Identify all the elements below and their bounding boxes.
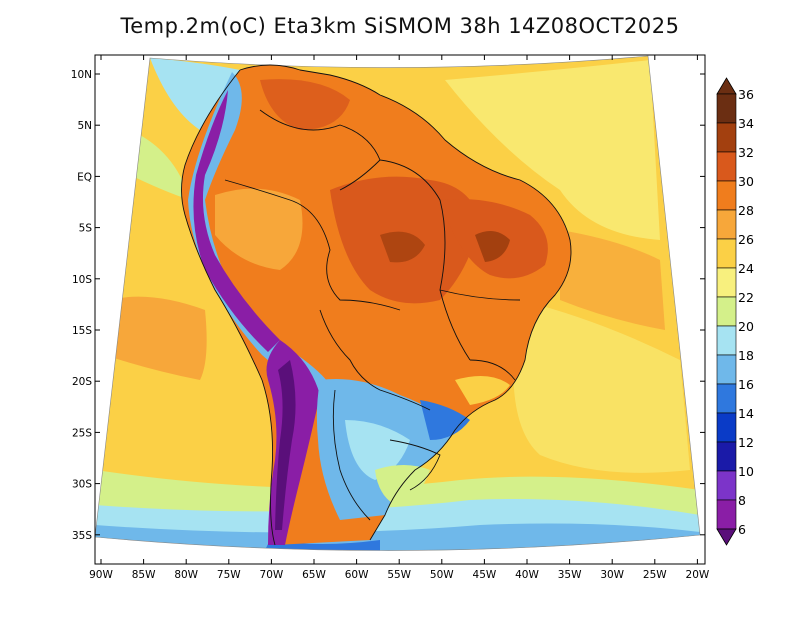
southeast-brazil-cool — [420, 400, 470, 440]
lat-tick-label: 20S — [72, 376, 92, 388]
lat-tick-label: 35S — [72, 530, 92, 542]
andes-cold-core — [193, 90, 280, 352]
lon-tick-label: 40W — [515, 569, 539, 581]
colorbar-label: 20 — [738, 319, 754, 334]
colorbar-label: 34 — [738, 116, 754, 131]
country-borders — [181, 64, 572, 546]
lon-tick-label: 45W — [473, 569, 497, 581]
lon-tick-label: 35W — [558, 569, 582, 581]
colorbar-label: 16 — [738, 377, 754, 392]
colorbar-segment — [716, 325, 737, 356]
brazil-state-border-3 — [469, 359, 516, 381]
longitude-axis: 90W 85W 80W 75W 70W 65W 60W 55W 50W 45W 40W 35W 30W 2… — [89, 55, 710, 581]
colorbar-segment — [716, 441, 737, 472]
temperature-field — [95, 56, 700, 551]
map-title: Temp.2m(oC) Eta3km SiSMOM 38h 14Z08OCT20… — [120, 14, 680, 38]
lon-tick-label: 55W — [387, 569, 411, 581]
colorbar-segment — [716, 209, 737, 240]
plot-frame — [94, 54, 706, 565]
lat-tick-label: 5N — [77, 120, 92, 132]
colorbar-label: 32 — [738, 145, 754, 160]
colorbar-segment — [716, 151, 737, 182]
pacific-orange-band — [105, 296, 207, 380]
lon-tick-label: 75W — [217, 569, 241, 581]
colorbar-segment — [716, 238, 737, 269]
lon-tick-label: 50W — [430, 569, 454, 581]
colorbar-label: 28 — [738, 203, 754, 218]
colorbar-segment — [716, 93, 737, 124]
colorbar-segment — [716, 383, 737, 414]
colorbar-segment — [716, 470, 737, 501]
lon-tick-label: 30W — [600, 569, 624, 581]
lat-tick-label: 30S — [72, 479, 92, 491]
lon-tick-label: 65W — [302, 569, 326, 581]
lat-tick-label: 5S — [79, 223, 93, 235]
colorbar-label: 36 — [738, 87, 754, 102]
venezuela-hot — [260, 79, 350, 130]
colorbar-label: 24 — [738, 261, 754, 276]
colorbar-segment — [716, 180, 737, 211]
colorbar-label: 12 — [738, 435, 754, 450]
lat-tick-label: 10N — [71, 69, 92, 81]
hotspot-ne — [475, 231, 510, 262]
latitude-axis: 10N 5N EQ 5S 10S 15S 20S 25S 30S 35S — [71, 69, 705, 542]
border-argentina-chile — [332, 389, 371, 521]
lat-tick-label: 25S — [72, 427, 92, 439]
colorbar-overflow-arrow — [716, 77, 737, 95]
domain-outline — [94, 55, 701, 551]
border-peru-brazil — [224, 179, 401, 311]
lon-tick-label: 80W — [174, 569, 198, 581]
colorbar-segment — [716, 354, 737, 385]
atlantic-orange-band — [560, 230, 665, 330]
lon-tick-label: 90W — [89, 569, 113, 581]
lon-tick-label: 60W — [345, 569, 369, 581]
atlantic-coastline — [239, 64, 572, 541]
pacific-north-cool — [150, 58, 240, 130]
colorbar-underflow-arrow — [716, 528, 737, 546]
colorbar-segment — [716, 412, 737, 443]
andes-coldest — [275, 360, 296, 530]
colorbar-segment — [716, 499, 737, 530]
lat-tick-label: EQ — [77, 171, 92, 183]
brazil-state-borders — [379, 159, 471, 361]
atlantic-warm-patch — [445, 60, 660, 240]
border-bolivia-paraguay — [319, 309, 431, 411]
colorbar-segment — [716, 122, 737, 153]
colorbar-segment — [716, 267, 737, 298]
lon-tick-label: 20W — [686, 569, 710, 581]
lon-tick-label: 70W — [260, 569, 284, 581]
lat-tick-label: 10S — [72, 274, 92, 286]
lat-tick-label: 15S — [72, 325, 92, 337]
andes-cool-band — [188, 72, 330, 395]
lon-tick-label: 25W — [643, 569, 667, 581]
border-venezuela-brazil — [259, 109, 381, 191]
colorbar-segment — [716, 296, 737, 327]
colorbar-label: 22 — [738, 290, 754, 305]
southern-ocean-blue — [95, 523, 700, 551]
brazil-state-border-2 — [439, 289, 521, 301]
pacific-coastline — [181, 69, 276, 546]
colorbar-label: 30 — [738, 174, 754, 189]
hotspot-central — [380, 231, 425, 263]
western-amazon — [215, 188, 303, 270]
border-uruguay — [389, 439, 441, 491]
south-atlantic-patch — [513, 300, 690, 473]
colorbar-label: 14 — [738, 406, 754, 421]
uruguay-mild — [375, 465, 430, 505]
colorbar: 36 34 32 30 28 26 24 22 20 18 16 14 12 10 8 6 — [716, 77, 754, 546]
colorbar-label: 8 — [738, 493, 746, 508]
colorbar-label: 10 — [738, 464, 754, 479]
colorbar-label: 18 — [738, 348, 754, 363]
pampas-mild — [345, 420, 410, 480]
south-brazil-warm — [455, 376, 510, 405]
colorbar-label: 26 — [738, 232, 754, 247]
colorbar-label: 6 — [738, 522, 746, 537]
lon-tick-label: 85W — [132, 569, 156, 581]
